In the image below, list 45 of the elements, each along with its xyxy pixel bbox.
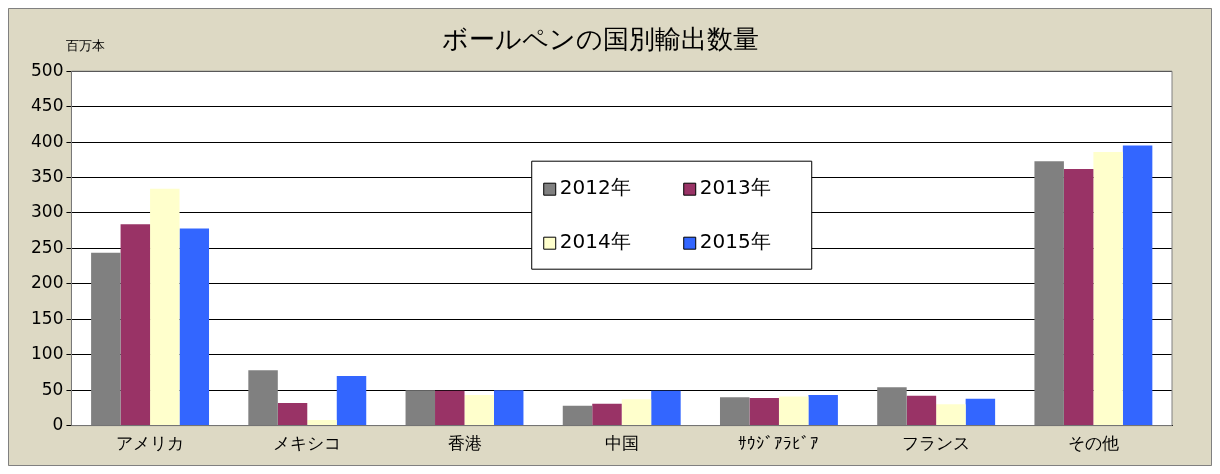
bar xyxy=(1122,145,1153,426)
legend-label: 2014年 xyxy=(559,229,631,254)
bar xyxy=(651,390,681,426)
bar xyxy=(277,402,308,426)
bar xyxy=(936,404,966,426)
x-tick-label: フランス xyxy=(902,433,971,454)
bar xyxy=(778,396,809,426)
x-tick-label: その他 xyxy=(1067,433,1119,454)
y-tick-label: 100 xyxy=(30,343,64,364)
y-tick-label: 0 xyxy=(52,414,64,435)
bar xyxy=(808,395,838,426)
bar xyxy=(307,419,337,426)
y-tick-label: 150 xyxy=(30,307,64,328)
legend-label: 2015年 xyxy=(699,229,771,254)
bar xyxy=(336,375,367,426)
bar xyxy=(621,399,652,426)
bar xyxy=(1093,152,1123,426)
legend-label: 2013年 xyxy=(699,175,771,200)
y-tick-label: 300 xyxy=(30,201,64,222)
x-tick-label: アメリカ xyxy=(116,433,185,454)
y-tick-label: 250 xyxy=(30,236,64,257)
x-tick-label: 中国 xyxy=(604,433,639,454)
bar xyxy=(120,224,151,426)
x-tick-label: ｻｳｼﾞｱﾗﾋﾞｱ xyxy=(738,433,820,454)
bar xyxy=(493,390,524,426)
legend-label: 2012年 xyxy=(559,175,631,200)
bar xyxy=(435,390,465,426)
bar xyxy=(150,188,180,426)
bar xyxy=(965,398,996,426)
y-tick-label: 350 xyxy=(30,165,64,186)
x-tick-label: メキシコ xyxy=(273,433,342,454)
y-tick-label: 50 xyxy=(41,378,64,399)
bar xyxy=(179,228,210,426)
bar xyxy=(906,395,937,426)
bar xyxy=(1063,169,1094,426)
y-tick-label: 200 xyxy=(30,272,64,293)
chart-title: ボールペンの国別輸出数量 xyxy=(441,24,759,55)
bar xyxy=(464,395,494,426)
bar xyxy=(749,397,779,426)
y-tick-label: 450 xyxy=(30,95,64,116)
y-axis-title: 百万本 xyxy=(66,38,105,54)
y-tick-label: 500 xyxy=(30,59,64,80)
y-tick-label: 400 xyxy=(30,130,64,151)
x-tick-label: 香港 xyxy=(447,433,482,454)
bar xyxy=(592,403,622,426)
